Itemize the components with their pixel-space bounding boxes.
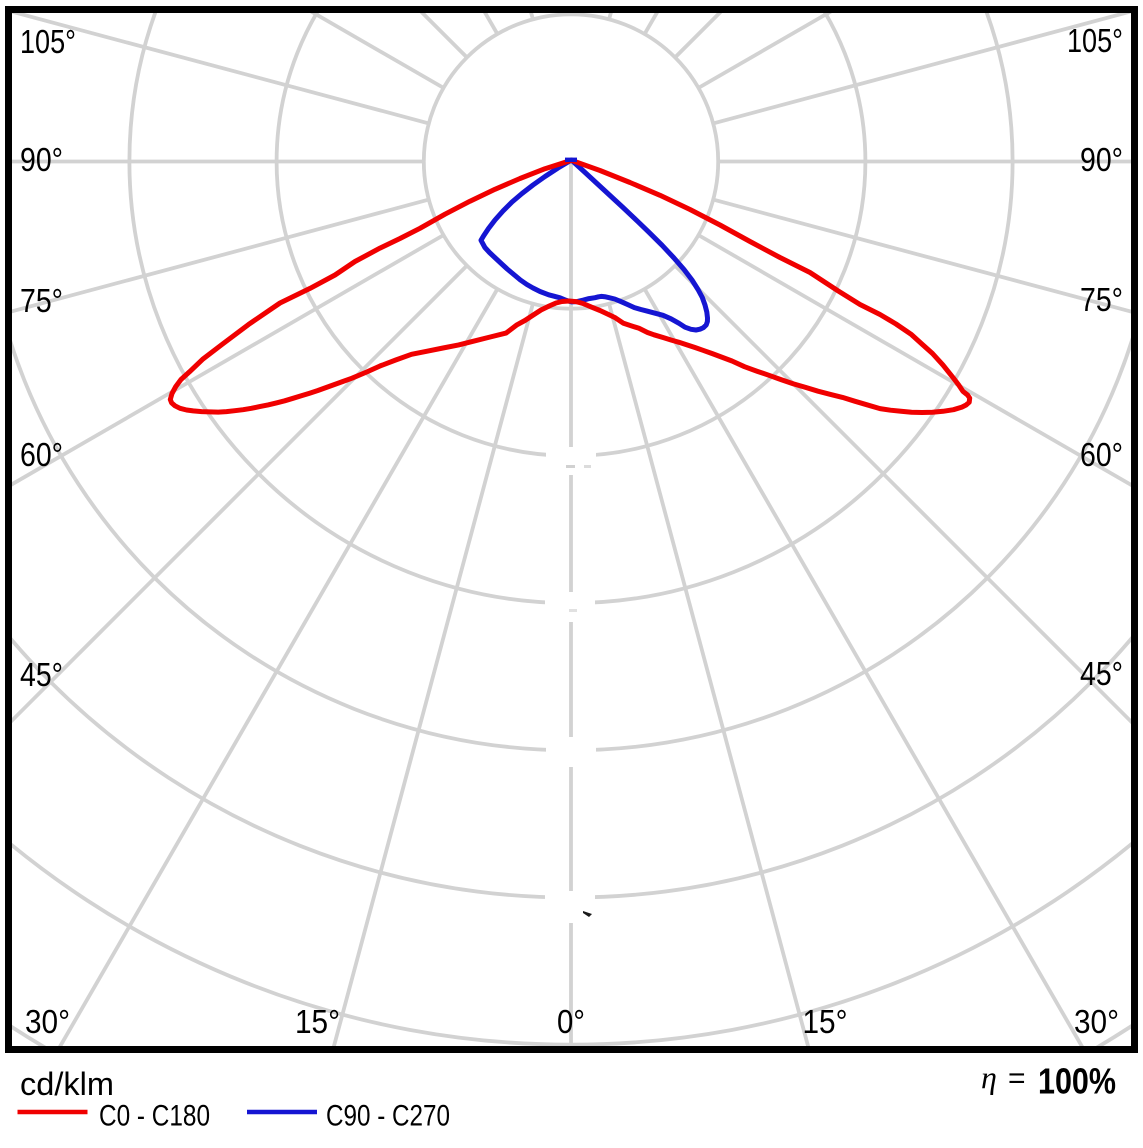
svg-text:30°: 30°: [25, 1003, 70, 1040]
svg-text:90°: 90°: [1080, 141, 1123, 178]
svg-text:75°: 75°: [1080, 281, 1123, 318]
svg-text:15°: 15°: [803, 1003, 848, 1040]
svg-text:105°: 105°: [1067, 22, 1123, 59]
svg-text:105°: 105°: [20, 23, 76, 60]
svg-text:0°: 0°: [557, 1003, 585, 1040]
svg-text:=: =: [1008, 1062, 1026, 1095]
svg-text:100%: 100%: [1038, 1061, 1116, 1102]
svg-text:C0 - C180: C0 - C180: [99, 1100, 210, 1133]
svg-text:15°: 15°: [295, 1003, 340, 1040]
svg-text:60°: 60°: [20, 436, 63, 473]
svg-text:cd/klm: cd/klm: [20, 1066, 114, 1102]
svg-text:75°: 75°: [20, 282, 63, 319]
svg-text:45°: 45°: [1080, 655, 1123, 692]
svg-text:45°: 45°: [20, 656, 63, 693]
svg-text:C90 - C270: C90 - C270: [326, 1100, 450, 1133]
svg-text:60°: 60°: [1080, 436, 1123, 473]
svg-text:90°: 90°: [20, 141, 63, 178]
svg-text:30°: 30°: [1074, 1003, 1119, 1040]
svg-text:η: η: [981, 1059, 997, 1095]
